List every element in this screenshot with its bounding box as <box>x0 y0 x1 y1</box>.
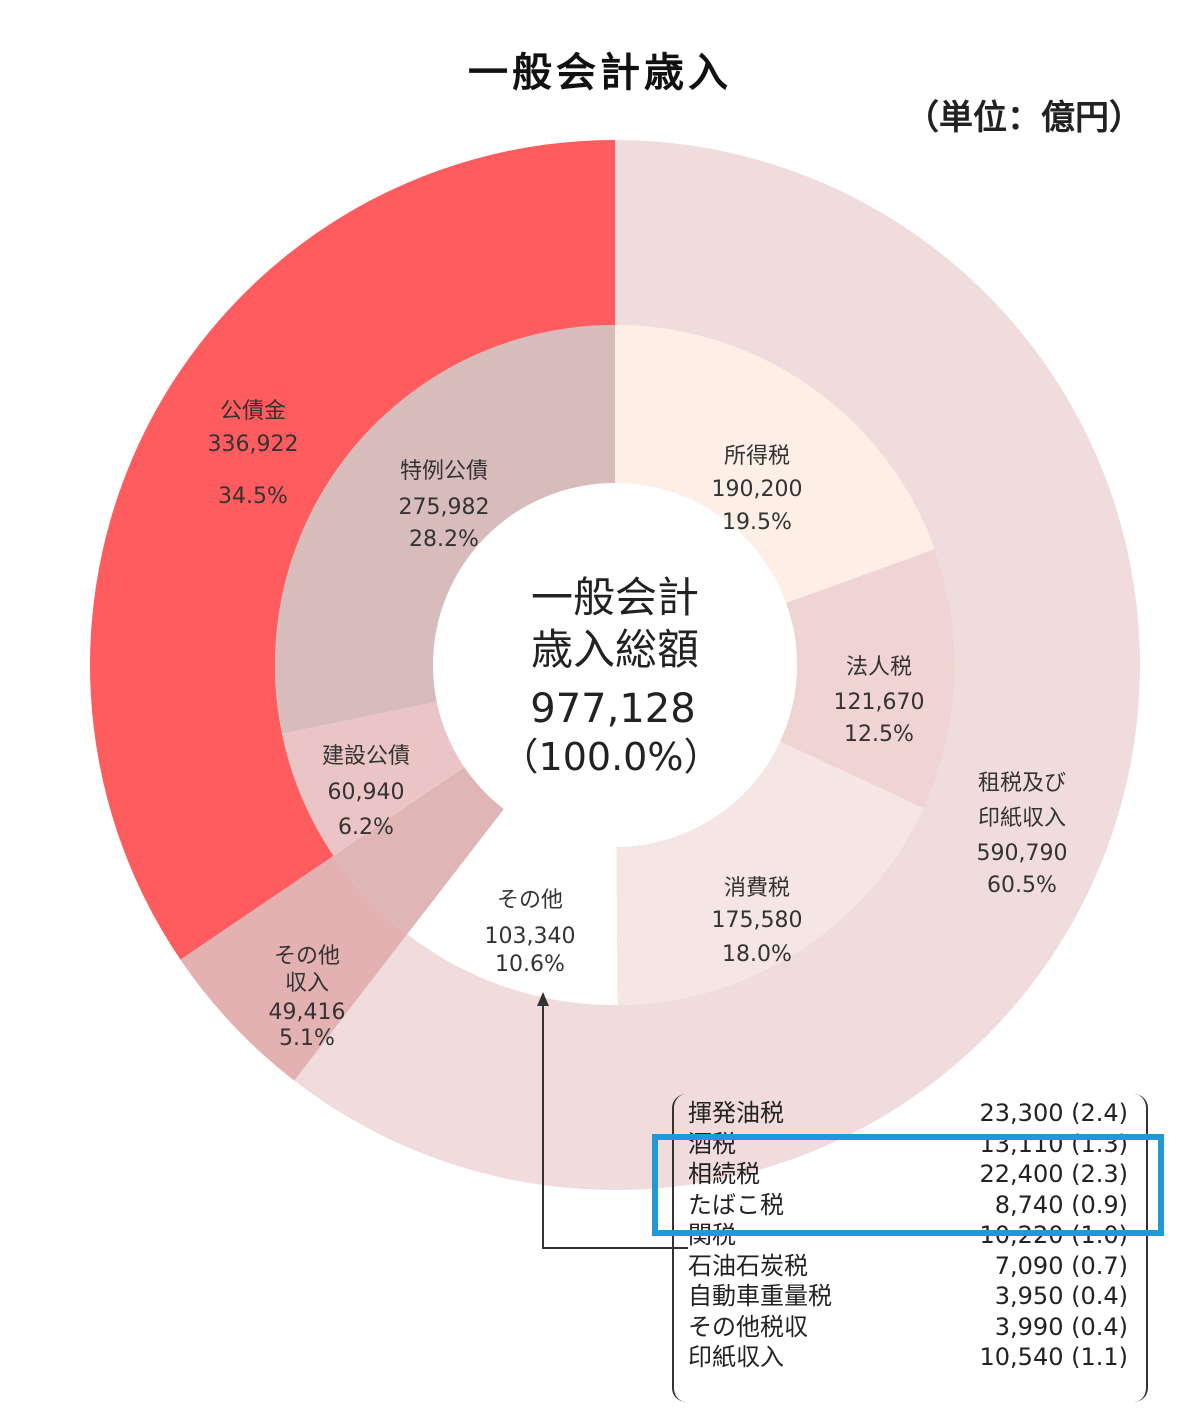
breakdown-amount: 23,300 (2.4) <box>979 1099 1129 1127</box>
kensetsu-value: 60,940 <box>328 780 405 805</box>
breakdown-bracket-left <box>672 1094 692 1402</box>
center-total-pct: （100.0%） <box>501 735 722 779</box>
sozei-value: 590,790 <box>977 841 1068 866</box>
breakdown-name: その他税収 <box>688 1312 808 1341</box>
breakdown-name: 印紙収入 <box>688 1343 784 1371</box>
breakdown-name: たばこ税 <box>688 1190 784 1219</box>
inner-slice-2 <box>616 740 924 1005</box>
breakdown-row: たばこ税 8,740 (0.9) <box>688 1190 1128 1221</box>
outer-slice-1 <box>180 855 408 1081</box>
outer-slice-0 <box>294 140 1140 1190</box>
connector-line <box>542 1000 688 1249</box>
kensetsu-label: 建設公債 <box>322 744 410 769</box>
breakdown-amount: 8,740 (0.9) <box>994 1190 1128 1219</box>
inner-slice-5 <box>282 701 467 856</box>
sonota-label: その他 <box>497 888 563 913</box>
tokurei-pct: 28.2% <box>409 527 479 552</box>
shotoku-pct: 19.5% <box>722 510 792 535</box>
breakdown-row: 石油石炭税 7,090 (0.7) <box>688 1251 1128 1282</box>
connector-arrowhead <box>537 992 549 1006</box>
kosai-label: 公債金 <box>220 399 286 424</box>
sonota-pct: 10.6% <box>495 952 565 977</box>
sonota-value: 103,340 <box>485 924 576 949</box>
breakdown-name: 揮発油税 <box>688 1099 784 1127</box>
inner-slice-0 <box>615 325 935 604</box>
breakdown-amount: 10,540 (1.1) <box>979 1343 1129 1371</box>
chart-title: 一般会計歳入 <box>468 50 732 96</box>
breakdown-row: その他税収 3,990 (0.4) <box>688 1312 1128 1343</box>
sonota-shunyu-pct: 5.1% <box>279 1026 335 1051</box>
sonota-shunyu-label1: その他 <box>274 944 340 969</box>
shohi-pct: 18.0% <box>722 942 792 967</box>
breakdown-row: 自動車重量税 3,950 (0.4) <box>688 1281 1128 1312</box>
center-hole <box>433 483 797 847</box>
breakdown-amount: 7,090 (0.7) <box>994 1251 1128 1280</box>
center-total-value: 977,128 <box>530 686 695 732</box>
breakdown-row: 揮発油税 23,300 (2.4) <box>688 1098 1128 1129</box>
hojin-value: 121,670 <box>834 690 925 715</box>
breakdown-amount: 3,950 (0.4) <box>994 1282 1128 1310</box>
breakdown-amount: 22,400 (2.3) <box>979 1160 1129 1188</box>
inner-slice-6 <box>275 325 615 734</box>
sozei-label1: 租税及び <box>978 771 1066 796</box>
other-tax-breakdown: 揮発油税 23,300 (2.4) 酒税 13,110 (1.3) 相続税 22,400 … <box>688 1098 1128 1373</box>
breakdown-row: 印紙収入 10,540 (1.1) <box>688 1342 1128 1373</box>
kosai-pct: 34.5% <box>218 484 288 509</box>
sonota-shunyu-label2: 収入 <box>285 971 329 996</box>
center-line2: 歳入総額 <box>531 625 699 674</box>
inner-slice-4 <box>333 765 506 935</box>
unit-label: （単位：億円） <box>905 98 1143 138</box>
kensetsu-pct: 6.2% <box>338 815 394 840</box>
sozei-pct: 60.5% <box>987 873 1057 898</box>
inner-ring <box>275 325 955 1005</box>
outer-ring <box>89 140 1140 1190</box>
sozei-label2: 印紙収入 <box>978 806 1066 831</box>
highlight-box <box>652 1134 1164 1236</box>
breakdown-row: 相続税 22,400 (2.3) <box>688 1159 1128 1190</box>
shohi-value: 175,580 <box>712 908 803 933</box>
hojin-label: 法人税 <box>846 655 912 680</box>
hojin-pct: 12.5% <box>844 722 914 747</box>
inner-slice-1 <box>778 549 955 809</box>
outer-slice-2 <box>89 140 615 960</box>
shotoku-label: 所得税 <box>724 444 790 469</box>
tokurei-value: 275,982 <box>399 495 490 520</box>
center-line1: 一般会計 <box>531 573 699 622</box>
sonota-shunyu-value: 49,416 <box>269 1000 346 1025</box>
breakdown-name: 自動車重量税 <box>688 1282 832 1310</box>
breakdown-bracket-right <box>1128 1094 1148 1402</box>
breakdown-name: 石油石炭税 <box>688 1251 808 1280</box>
tokurei-label: 特例公債 <box>400 459 488 484</box>
kosai-value: 336,922 <box>208 432 299 457</box>
shotoku-value: 190,200 <box>712 477 803 502</box>
breakdown-amount: 3,990 (0.4) <box>994 1312 1128 1341</box>
breakdown-name: 相続税 <box>688 1160 760 1188</box>
shohi-label: 消費税 <box>724 876 790 901</box>
inner-slice-3 <box>407 807 618 1005</box>
